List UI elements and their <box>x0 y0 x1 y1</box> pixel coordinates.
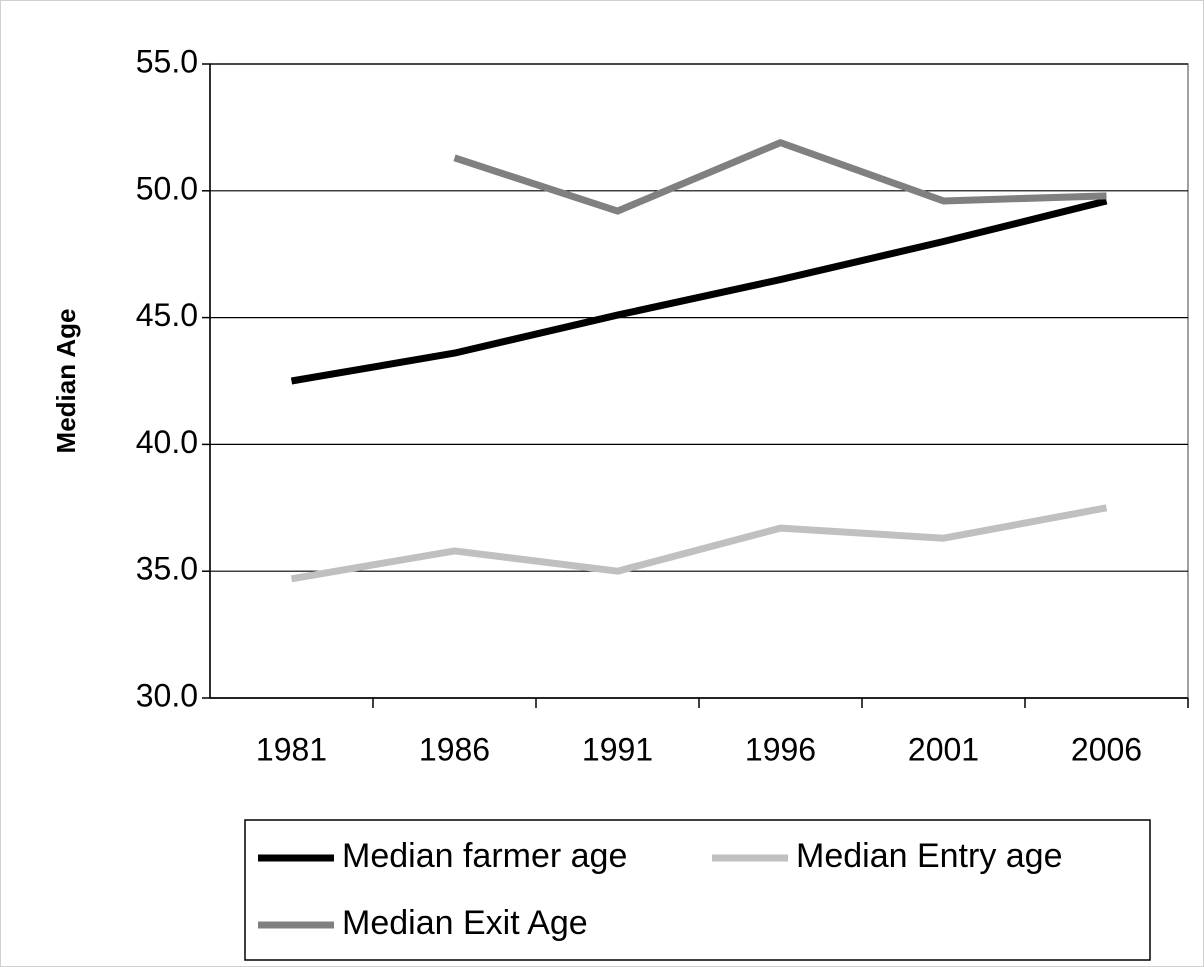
legend-box <box>244 819 1151 961</box>
x-tick-label: 1991 <box>582 731 653 767</box>
y-tick-label: 50.0 <box>136 170 198 206</box>
series-line <box>453 139 1107 215</box>
series-line <box>290 504 1108 583</box>
y-tick-label: 40.0 <box>136 424 198 460</box>
y-tick-label: 35.0 <box>136 551 198 587</box>
legend-label: Median Exit Age <box>342 904 588 942</box>
x-tick-label: 1996 <box>745 731 816 767</box>
x-tick-label: 1986 <box>419 731 490 767</box>
y-tick-label: 30.0 <box>136 677 198 713</box>
y-axis-label: Median Age <box>51 309 81 454</box>
legend-label: Median farmer age <box>342 837 627 875</box>
legend-label: Median Entry age <box>796 837 1063 875</box>
x-tick-label: 2006 <box>1071 731 1142 767</box>
series-line <box>290 197 1108 385</box>
x-tick-label: 2001 <box>908 731 979 767</box>
x-tick-label: 1981 <box>256 731 327 767</box>
y-tick-label: 45.0 <box>136 297 198 333</box>
y-tick-label: 55.0 <box>136 43 198 79</box>
